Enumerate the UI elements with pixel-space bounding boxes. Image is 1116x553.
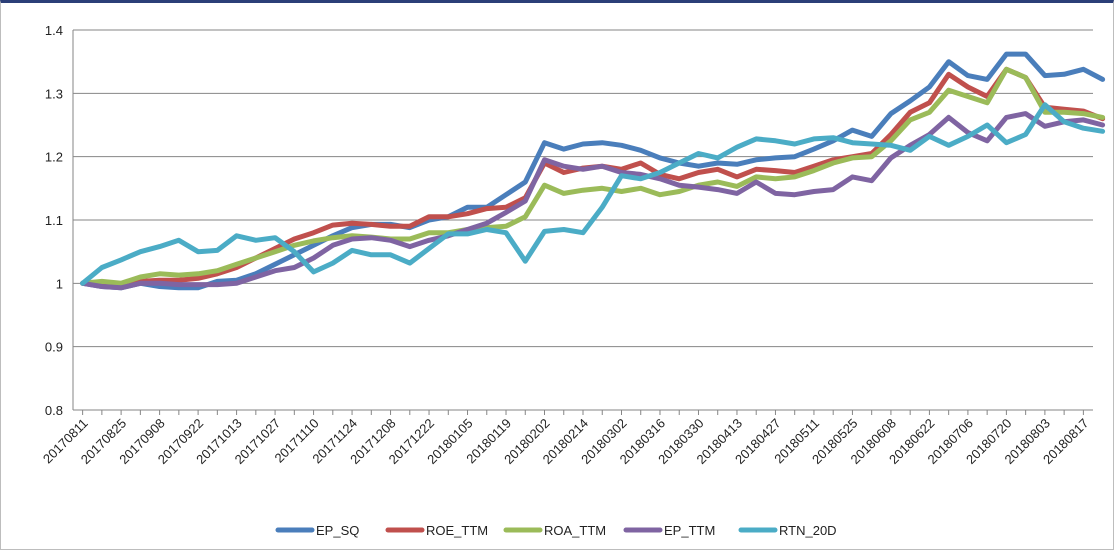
legend-label-ep-sq: EP_SQ <box>316 523 359 538</box>
y-tick-label: 1.2 <box>45 150 63 165</box>
y-tick-label: 1 <box>56 276 63 291</box>
y-tick-label: 1.1 <box>45 213 63 228</box>
line-chart: 0.80.911.11.21.31.4201708112017082520170… <box>40 23 1106 538</box>
series-line-ep-sq <box>80 51 1106 291</box>
legend-label-ep-ttm: EP_TTM <box>664 523 715 538</box>
y-tick-label: 1.3 <box>45 86 63 101</box>
series-line-roa-ttm <box>80 66 1106 286</box>
series-line-roe-ttm <box>80 66 1106 289</box>
series-line-rtn-20d <box>80 102 1106 286</box>
legend-label-roe-ttm: ROE_TTM <box>426 523 488 538</box>
series-line-ep-ttm <box>80 111 1106 291</box>
y-tick-label: 1.4 <box>45 23 63 38</box>
y-tick-label: 0.9 <box>45 340 63 355</box>
legend-label-rtn-20d: RTN_20D <box>779 523 837 538</box>
y-tick-label: 0.8 <box>45 403 63 418</box>
legend-label-roa-ttm: ROA_TTM <box>544 523 606 538</box>
